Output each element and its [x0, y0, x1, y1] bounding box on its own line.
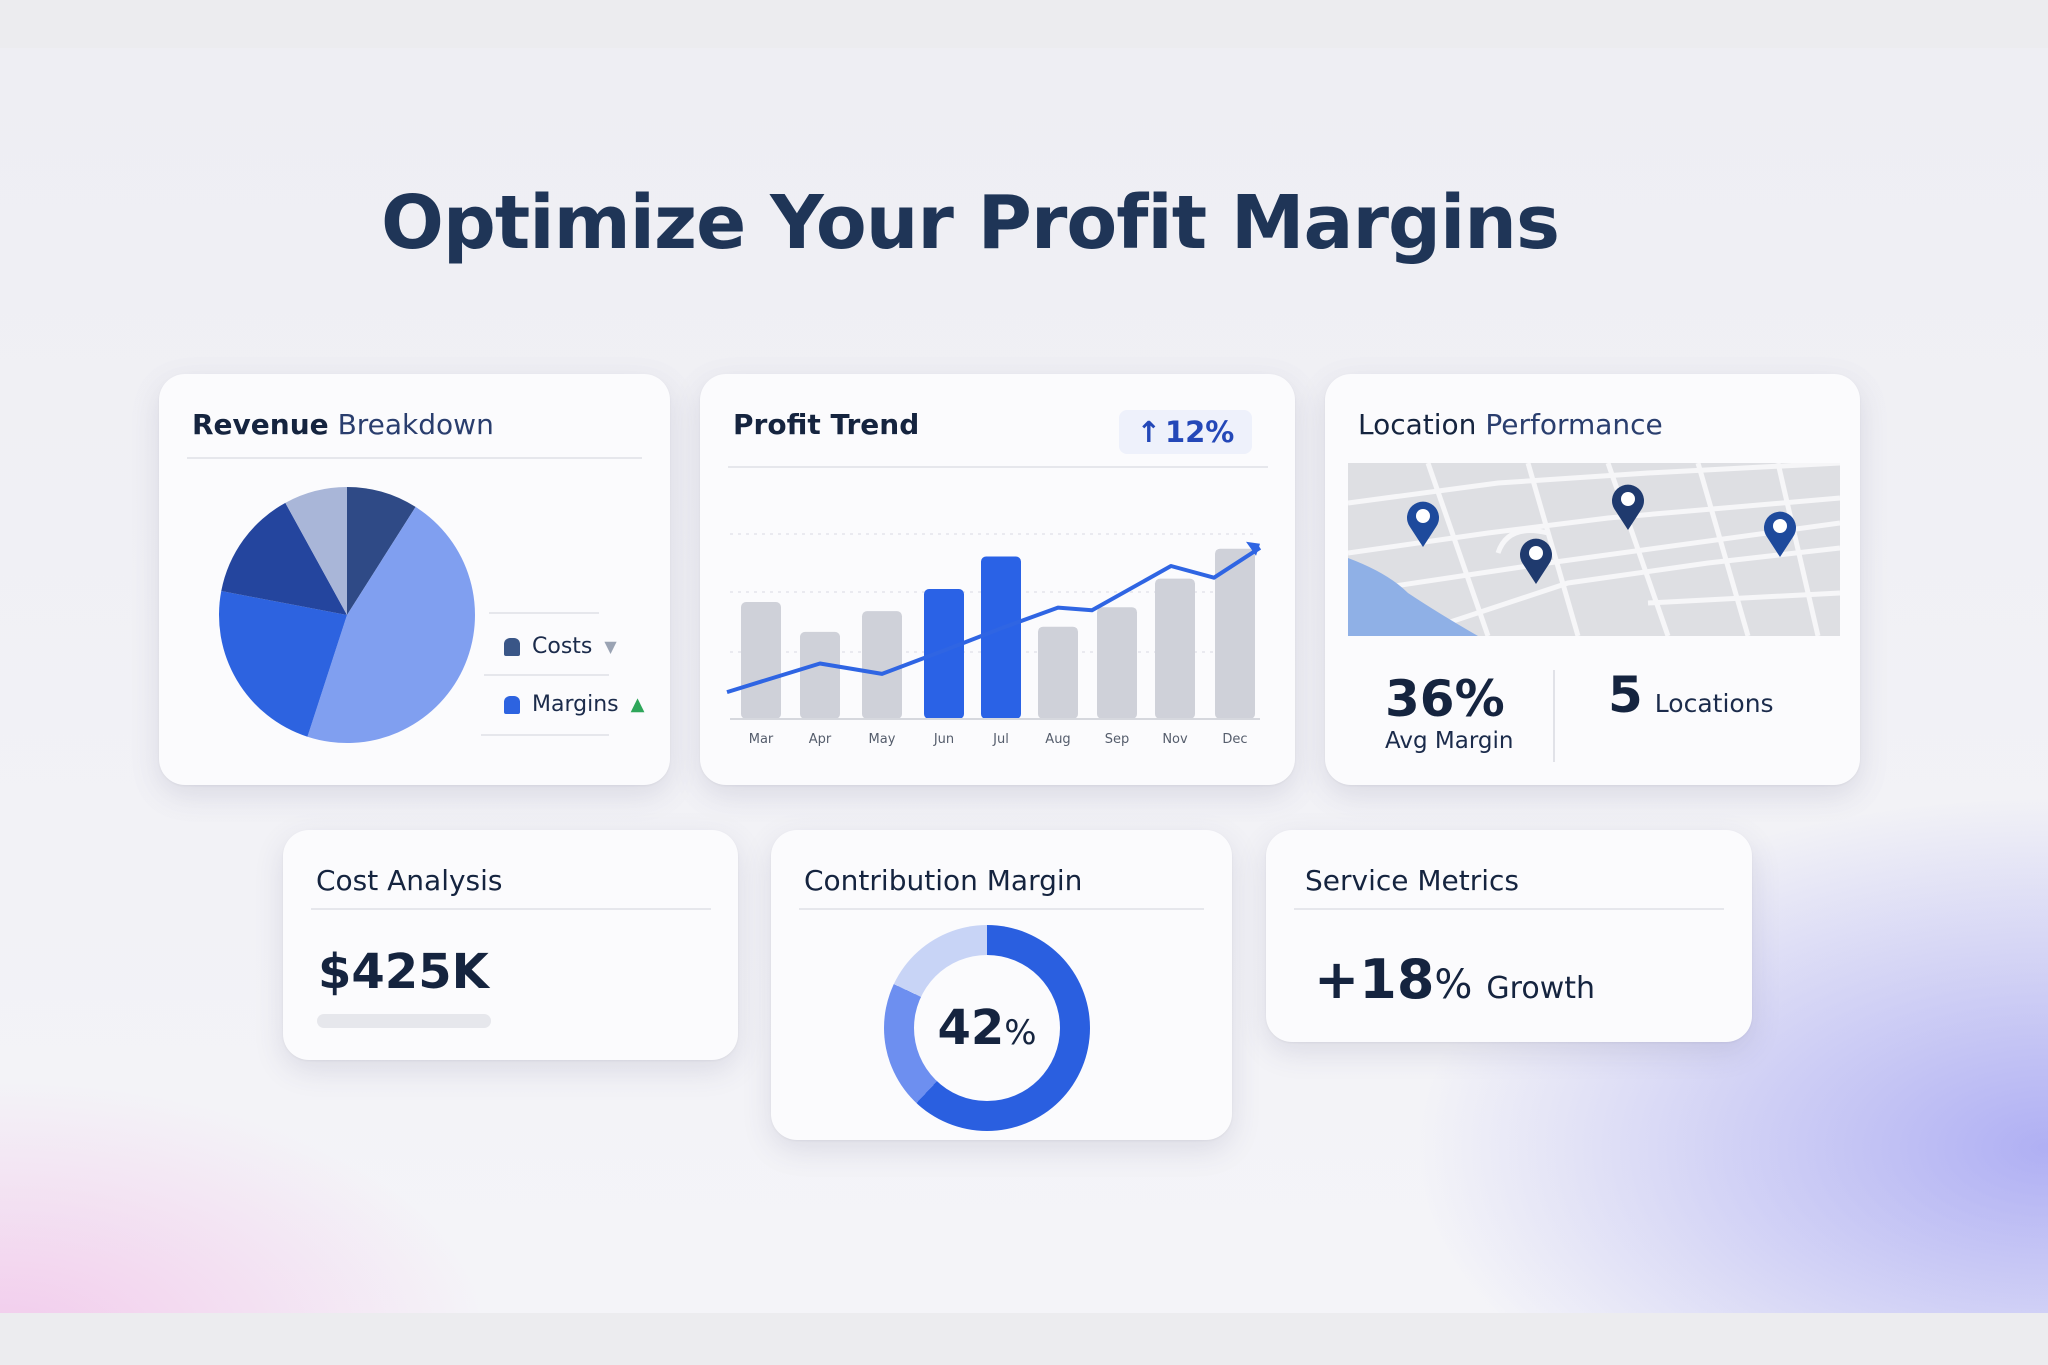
avg-margin-value: 36% — [1385, 670, 1505, 728]
arrow-up-icon: ↑ — [1136, 415, 1161, 449]
bar-Jun — [924, 589, 964, 719]
line-arrowhead-icon — [1246, 541, 1260, 556]
x-tick-label: Dec — [1222, 732, 1247, 747]
map-pin-icon[interactable] — [1405, 499, 1441, 549]
x-tick-label: Jun — [933, 732, 954, 747]
map-pin-icon[interactable] — [1610, 482, 1646, 532]
bar-Jul — [981, 556, 1021, 719]
pie-slice-2 — [219, 591, 347, 737]
map-pin-icon[interactable] — [1518, 536, 1554, 586]
card-title: Profit Trend — [733, 408, 920, 441]
pie-slice-4 — [285, 487, 347, 615]
x-tick-label: Sep — [1105, 732, 1130, 747]
location-performance-card: Location Performance 36% Avg Margin 5 Loc… — [1325, 374, 1860, 785]
card-title: Contribution Margin — [804, 864, 1083, 897]
bar-Apr — [800, 631, 840, 719]
pie-slice-3 — [221, 502, 347, 615]
map-pin-icon[interactable] — [1762, 509, 1798, 559]
x-tick-label: Nov — [1162, 732, 1188, 747]
profit-trend-line — [726, 546, 1262, 695]
service-metrics-card: Service Metrics +18% Growth — [1266, 830, 1752, 1042]
pie-slice-1 — [307, 506, 475, 743]
legend-margins[interactable]: Margins ▲ — [504, 692, 644, 717]
x-tick-label: Mar — [749, 732, 774, 747]
x-tick-label: Aug — [1045, 732, 1070, 747]
contribution-value: 42% — [937, 1000, 1037, 1056]
pie-chart — [219, 487, 475, 743]
locations-count: 5 Locations — [1608, 666, 1774, 724]
bar-Nov — [1155, 578, 1195, 719]
growth-badge: ↑ 12% — [1119, 410, 1252, 454]
card-title: Cost Analysis — [316, 864, 503, 897]
card-title: Service Metrics — [1305, 864, 1520, 897]
bar-May — [862, 611, 902, 719]
bar-Aug — [1038, 626, 1078, 719]
profit-trend-card: Profit Trend ↑ 12% Mar Apr May Jun Jul Aug Sep N… — [700, 374, 1295, 785]
page-title: Optimize Your Profit Margins — [380, 180, 1560, 266]
cost-analysis-card: Cost Analysis $425K — [283, 830, 738, 1060]
bar-Dec — [1215, 548, 1255, 719]
x-tick-label: Apr — [809, 732, 832, 747]
growth-value: +18% Growth — [1314, 948, 1596, 1011]
revenue-breakdown-card: Revenue Breakdown Costs ▼ Margins ▲ — [159, 374, 670, 785]
card-title: Location Performance — [1358, 408, 1663, 441]
profit-bar-chart: Mar Apr May Jun Jul Aug Sep Nov Dec — [726, 533, 1262, 747]
legend-label: Costs — [532, 634, 593, 659]
bottom-band — [0, 1313, 2048, 1365]
x-tick-label: May — [869, 732, 896, 747]
contribution-margin-card: Contribution Margin 42% — [771, 830, 1232, 1140]
card-title: Revenue Breakdown — [192, 408, 494, 441]
bar-Mar — [741, 602, 781, 719]
avg-margin-label: Avg Margin — [1385, 728, 1514, 754]
cost-progress-bar — [317, 1014, 491, 1028]
x-tick-label: Jul — [992, 732, 1009, 747]
legend-costs[interactable]: Costs ▼ — [504, 634, 617, 659]
margins-swatch — [504, 695, 520, 714]
costs-swatch — [504, 637, 520, 656]
legend-label: Margins — [532, 692, 619, 717]
triangle-down-icon: ▼ — [604, 637, 617, 656]
pie-slice-0 — [347, 487, 416, 615]
cost-value: $425K — [318, 944, 489, 1000]
triangle-up-icon: ▲ — [630, 694, 645, 715]
bar-Sep — [1097, 607, 1137, 719]
